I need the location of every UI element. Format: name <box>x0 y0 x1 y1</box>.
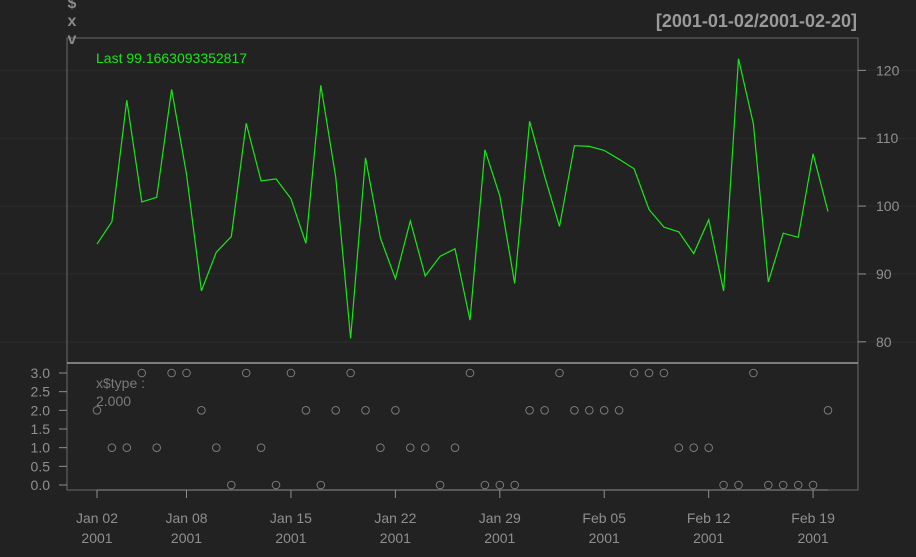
type-point <box>629 368 639 378</box>
x-tick-year-2: 2001 <box>275 530 306 546</box>
x-tick-year-3: 2001 <box>380 530 411 546</box>
type-point <box>555 368 564 378</box>
main-y-tick-label-2: 100 <box>876 198 900 214</box>
type-point <box>674 443 684 453</box>
type-point <box>764 480 773 490</box>
type-point <box>599 406 609 415</box>
type-point <box>644 368 654 378</box>
type-point <box>808 480 818 490</box>
type-point <box>182 368 191 378</box>
sub-y-tick-label-2: 1.0 <box>31 440 51 456</box>
y-axis-label-char-2: v <box>68 31 77 48</box>
type-point <box>793 480 803 490</box>
type-point <box>391 406 400 415</box>
x-tick-label-5: Feb 05 <box>582 510 626 526</box>
type-point <box>256 443 266 453</box>
sub-y-tick-label-5: 2.5 <box>31 384 51 400</box>
type-point <box>376 443 385 453</box>
type-point <box>227 480 236 490</box>
type-point <box>406 443 415 453</box>
sub-panel-label-value: 2.000 <box>96 393 131 409</box>
sub-y-tick-label-1: 0.5 <box>31 458 51 474</box>
x-tick-year-7: 2001 <box>798 530 829 546</box>
sub-y-tick-label-4: 2.0 <box>31 402 51 418</box>
type-point <box>435 480 445 490</box>
main-y-axis: 80 90 100 110 120 <box>858 62 900 350</box>
main-y-tick-label-1: 90 <box>876 266 892 282</box>
x-tick-label-4: Jan 29 <box>479 510 521 526</box>
x-axis: Jan 02 2001 Jan 08 2001 Jan 15 2001 Jan 22 2001… <box>76 489 835 546</box>
x-tick-label-6: Feb 12 <box>687 510 731 526</box>
type-point <box>734 480 743 490</box>
x-tick-year-4: 2001 <box>484 530 515 546</box>
type-point <box>331 406 341 415</box>
type-point <box>137 368 147 378</box>
x-tick-label-1: Jan 08 <box>165 510 207 526</box>
type-point <box>540 406 549 415</box>
type-point <box>197 406 206 415</box>
sub-panel-points <box>92 368 833 490</box>
x-tick-label-3: Jan 22 <box>374 510 416 526</box>
type-point <box>301 406 311 415</box>
type-point <box>659 368 669 378</box>
x-tick-year-0: 2001 <box>81 530 112 546</box>
x-tick-year-5: 2001 <box>589 530 620 546</box>
sub-y-tick-label-6: 3.0 <box>31 365 51 381</box>
type-point <box>570 406 579 415</box>
type-point <box>823 406 833 415</box>
y-axis-label-char-1: x <box>68 13 77 30</box>
type-point <box>525 406 534 415</box>
type-point <box>167 368 176 378</box>
type-point <box>480 480 490 490</box>
x-tick-label-2: Jan 15 <box>270 510 312 526</box>
main-y-tick-label-4: 120 <box>876 62 900 78</box>
sub-y-tick-label-3: 1.5 <box>31 421 51 437</box>
type-point <box>271 480 281 490</box>
type-point <box>510 480 520 490</box>
type-point <box>719 480 728 490</box>
type-point <box>585 406 594 415</box>
type-point <box>749 368 758 378</box>
type-point <box>152 443 161 453</box>
type-point <box>689 443 699 453</box>
type-point <box>286 368 296 378</box>
sub-y-axis: 0.0 0.5 1.0 1.5 2.0 2.5 3.0 <box>31 365 67 493</box>
x-tick-year-1: 2001 <box>171 530 202 546</box>
sub-y-tick-label-0: 0.0 <box>31 477 51 493</box>
series-line <box>96 58 829 339</box>
type-point <box>212 443 221 453</box>
type-point <box>346 368 355 378</box>
main-y-tick-label-0: 80 <box>876 334 892 350</box>
type-point <box>465 368 475 378</box>
type-point <box>778 480 788 490</box>
y-axis-label-char-0: $ <box>68 0 77 12</box>
type-point <box>107 443 117 453</box>
type-point <box>241 368 251 378</box>
type-point <box>495 480 505 490</box>
type-point <box>361 406 370 415</box>
type-point <box>122 443 132 453</box>
last-value-label: Last 99.1663093352817 <box>96 50 247 66</box>
type-point <box>420 443 430 453</box>
main-y-tick-label-3: 110 <box>876 130 899 146</box>
x-tick-label-0: Jan 02 <box>76 510 118 526</box>
type-point <box>614 406 624 415</box>
y-axis-label: $xv <box>68 0 77 48</box>
x-tick-label-7: Feb 19 <box>791 510 835 526</box>
type-point <box>316 480 326 490</box>
type-point <box>450 443 460 453</box>
date-range-label: [2001-01-02/2001-02-20] <box>656 11 857 31</box>
grid <box>0 69 916 343</box>
type-point <box>92 406 102 415</box>
sub-panel-label-name: x$type : <box>96 375 145 391</box>
x-tick-year-6: 2001 <box>693 530 724 546</box>
type-point <box>704 443 714 453</box>
